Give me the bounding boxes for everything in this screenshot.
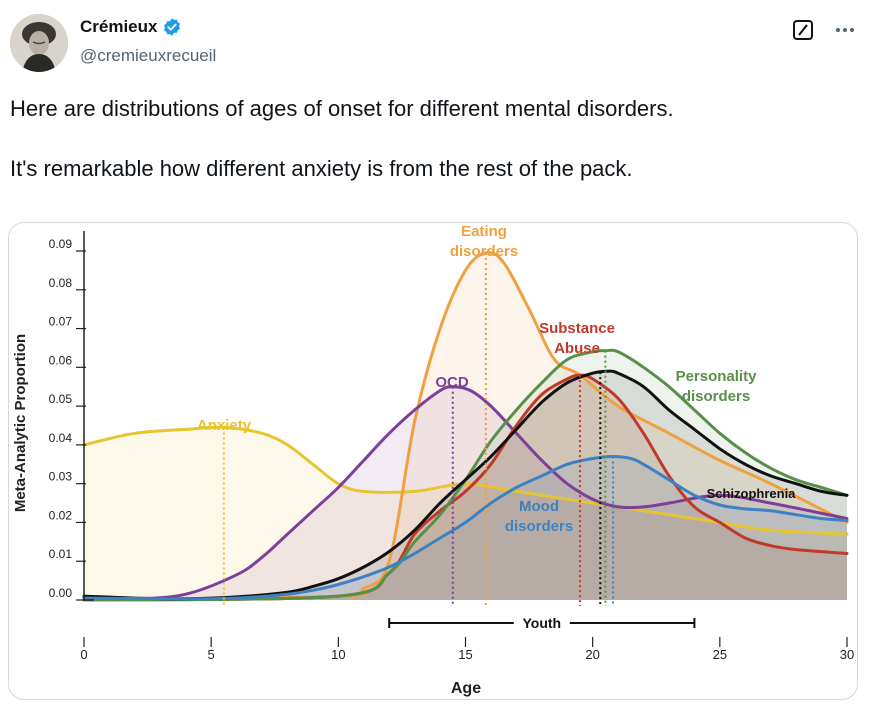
youth-label: Youth <box>522 615 561 631</box>
substance-abuse-area <box>84 375 847 600</box>
tweet-line-1: Here are distributions of ages of onset … <box>10 96 674 121</box>
y-tick-label: 0.02 <box>49 508 73 522</box>
tweet-line-2: It's remarkable how different anxiety is… <box>10 156 633 181</box>
y-tick-label: 0.07 <box>49 315 73 329</box>
schizophrenia-line <box>82 369 849 601</box>
onset-chart: 0.00 0.01 0.02 0.03 0.04 0.05 0.06 0.07 0.08 0.09… <box>12 223 854 697</box>
substance-abuse-label-line: Substance <box>539 320 615 337</box>
series-labels: Anxiety Eating disorders OCD Substance Abuse P… <box>197 223 796 535</box>
mood-disorders-label: Mood disorders <box>505 498 573 535</box>
eating-disorders-label: Eating disorders <box>450 223 518 260</box>
y-tick-label: 0.00 <box>49 586 73 600</box>
personality-disorders-label-line: Personality <box>676 368 758 385</box>
avatar[interactable] <box>10 14 68 72</box>
anxiety-line <box>82 425 849 536</box>
substance-abuse-line <box>82 373 849 602</box>
ocd-label-line: OCD <box>435 374 469 391</box>
author-name[interactable]: Crémieux <box>80 17 158 36</box>
x-tick-label: 30 <box>840 647 854 662</box>
chart-axes: 0.00 0.01 0.02 0.03 0.04 0.05 0.06 0.07 0.08 0.09… <box>12 231 854 697</box>
more-icon[interactable] <box>833 18 857 42</box>
peak-markers <box>222 252 615 606</box>
series-lines <box>82 251 849 602</box>
ocd-line <box>82 385 849 601</box>
author-name-row: Crémieux <box>80 17 182 37</box>
x-tick-label: 5 <box>208 647 215 662</box>
mood-disorders-label-line: Mood <box>519 498 559 515</box>
personality-disorders-label-line: disorders <box>682 388 750 405</box>
substance-abuse-label-line: Abuse <box>554 340 600 357</box>
author-handle[interactable]: @cremieuxrecueil <box>80 46 217 65</box>
grok-icon[interactable] <box>792 19 814 41</box>
x-tick-label: 10 <box>331 647 345 662</box>
avatar-portrait <box>10 14 68 72</box>
y-tick-label: 0.03 <box>49 470 73 484</box>
schizophrenia-label-line: Schizophrenia <box>707 486 797 501</box>
y-tick-label: 0.01 <box>49 547 73 561</box>
personality-disorders-line <box>82 348 849 602</box>
schizophrenia-label: Schizophrenia <box>707 486 797 501</box>
y-axis-label: Meta-Analytic Proportion <box>12 334 29 512</box>
x-tick-label: 20 <box>585 647 599 662</box>
y-tick-label: 0.05 <box>49 392 73 406</box>
personality-disorders-label: Personality disorders <box>676 368 758 405</box>
eating-disorders-label-line: disorders <box>450 243 518 260</box>
tweet-text: Here are distributions of ages of onset … <box>10 96 674 182</box>
verified-badge-icon[interactable] <box>162 17 182 37</box>
y-tick-label: 0.08 <box>49 276 73 290</box>
substance-abuse-label: Substance Abuse <box>539 320 615 357</box>
x-tick-label: 0 <box>80 647 87 662</box>
mood-disorders-line <box>82 455 849 601</box>
youth-label-bg <box>513 613 570 633</box>
ocd-label: OCD <box>435 374 469 391</box>
x-tick-label: 15 <box>458 647 472 662</box>
anxiety-area <box>84 427 847 600</box>
eating-disorders-label-line: Eating <box>461 223 507 240</box>
mood-disorders-area <box>84 456 847 600</box>
y-tick-label: 0.04 <box>49 431 73 445</box>
mood-disorders-label-line: disorders <box>505 518 573 535</box>
y-tick-label: 0.09 <box>49 237 73 251</box>
anxiety-label-line: Anxiety <box>197 417 252 434</box>
personality-disorders-area <box>84 350 847 600</box>
anxiety-label: Anxiety <box>197 417 252 434</box>
y-tick-label: 0.06 <box>49 353 73 367</box>
x-axis-label: Age <box>451 680 481 697</box>
x-tick-label: 25 <box>713 647 727 662</box>
media-image[interactable]: 0.00 0.01 0.02 0.03 0.04 0.05 0.06 0.07 0.08 0.09… <box>8 222 858 700</box>
eating-disorders-line <box>82 251 849 602</box>
